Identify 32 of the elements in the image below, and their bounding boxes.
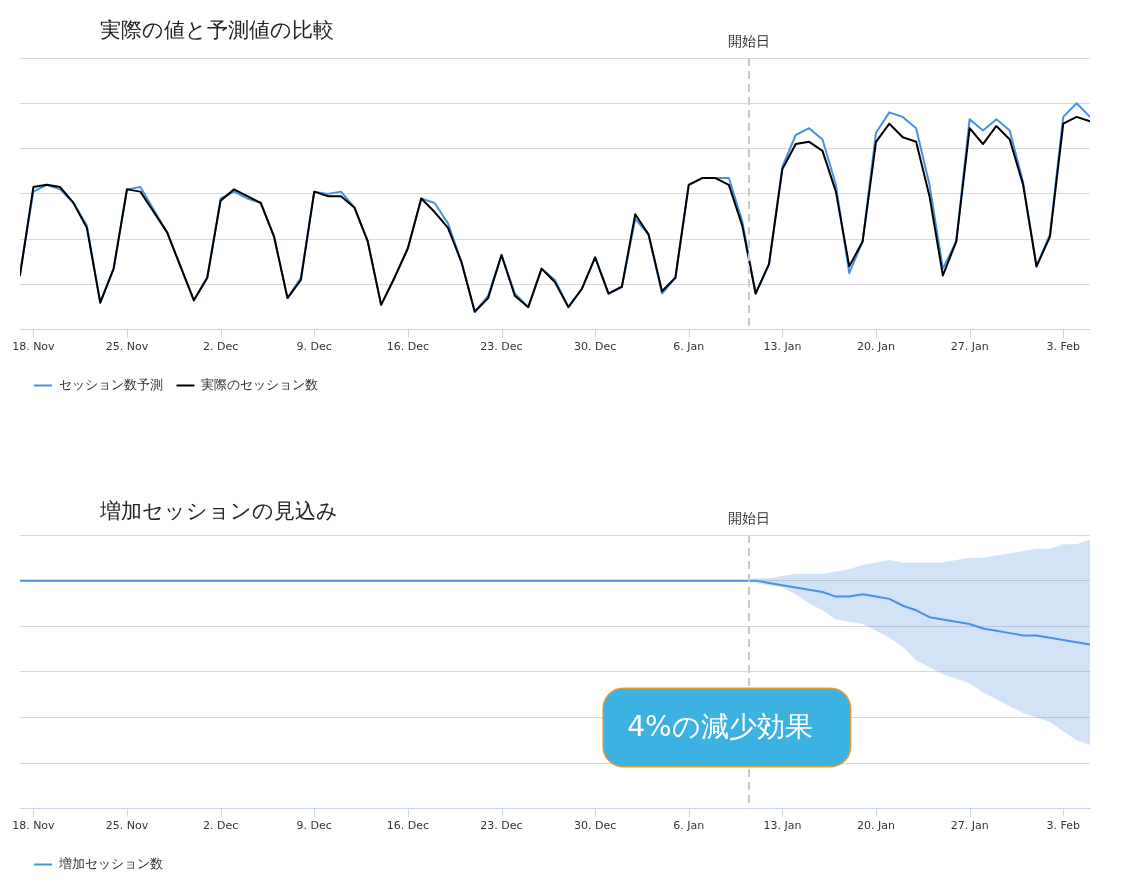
x-tick-label: 20. Jan xyxy=(857,340,895,354)
chart-title: 実際の値と予測値の比較 xyxy=(100,17,334,44)
x-tick-label: 3. Feb xyxy=(1046,340,1080,354)
x-tick-label: 23. Dec xyxy=(480,340,523,354)
x-tick-label: 9. Dec xyxy=(296,340,332,354)
x-tick-label: 6. Jan xyxy=(673,340,705,354)
x-tick-label: 18. Nov xyxy=(12,819,56,833)
legend-label: 実際のセッション数 xyxy=(201,376,318,392)
chart-title: 増加セッションの見込み xyxy=(100,498,338,525)
x-tick-label: 18. Nov xyxy=(12,340,56,354)
legend-label: セッション数予測 xyxy=(58,376,163,392)
x-tick-label: 27. Jan xyxy=(950,819,989,833)
x-tick-label: 13. Jan xyxy=(763,340,802,354)
x-tick-label: 2. Dec xyxy=(202,340,239,354)
x-tick-label: 2. Dec xyxy=(202,819,239,833)
x-tick-label: 13. Jan xyxy=(763,819,802,833)
x-tick-label: 23. Dec xyxy=(480,819,523,833)
x-tick-label: 25. Nov xyxy=(105,819,149,833)
x-tick-label: 9. Dec xyxy=(296,819,332,833)
x-tick-label: 30. Dec xyxy=(573,819,617,833)
annotation: 4%の減少効果 xyxy=(627,709,813,743)
x-tick-label: 6. Jan xyxy=(673,819,705,833)
x-tick-label: 16. Dec xyxy=(386,819,430,833)
x-tick-label: 3. Feb xyxy=(1046,819,1080,833)
x-tick-label: 20. Jan xyxy=(857,819,895,833)
text: 開始日 xyxy=(727,509,770,526)
x-tick-label: 25. Nov xyxy=(105,340,149,354)
x-tick-label: 30. Dec xyxy=(573,340,617,354)
legend-label: 増加セッション数 xyxy=(57,855,163,871)
x-tick-label: 16. Dec xyxy=(386,340,430,354)
text: 開始日 xyxy=(727,32,770,49)
x-tick-label: 27. Jan xyxy=(950,340,989,354)
